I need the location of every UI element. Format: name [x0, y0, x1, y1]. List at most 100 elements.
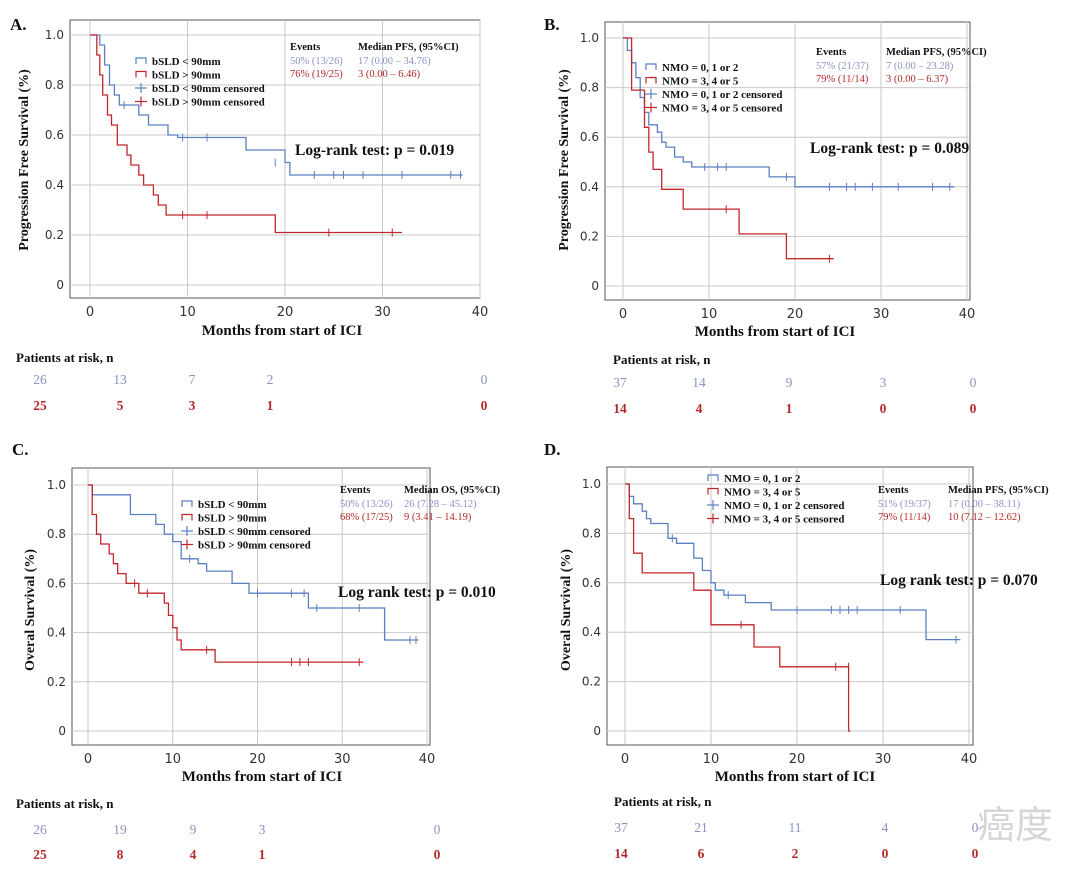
risk-count: 14: [613, 401, 627, 416]
median-value: 17 (0.00 – 38.11): [948, 499, 1021, 510]
risk-count: 3: [880, 375, 887, 390]
risk-count: 0: [882, 846, 889, 861]
risk-count: 26: [33, 372, 47, 387]
legend-swatch: [135, 70, 147, 78]
x-tick-label: 40: [472, 305, 489, 320]
risk-count: 0: [434, 822, 441, 837]
legend-swatch: [135, 57, 147, 64]
events-value: 79% (11/14): [878, 512, 931, 523]
panel-label: D.: [544, 440, 561, 459]
median-header: Median PFS, (95%CI): [948, 485, 1049, 496]
legend-swatch: [181, 513, 193, 521]
risk-count: 6: [698, 846, 705, 861]
x-tick-label: 30: [374, 305, 391, 320]
median-header: Median OS, (95%CI): [404, 485, 500, 496]
legend-entry: NMO = 3, 4 or 5 censored: [724, 514, 844, 526]
x-axis-label: Months from start of ICI: [695, 324, 856, 340]
y-tick-label: 0.4: [47, 626, 66, 640]
y-tick-label: 0.6: [582, 576, 601, 590]
x-axis-label: Months from start of ICI: [715, 769, 876, 785]
events-value: 57% (21/37): [816, 61, 869, 72]
risk-count: 11: [789, 820, 802, 835]
median-value: 17 (0.00 – 34.76): [358, 56, 431, 67]
risk-count: 3: [259, 822, 266, 837]
events-value: 68% (17/25): [340, 512, 393, 523]
risk-count: 9: [190, 822, 197, 837]
x-tick-label: 20: [249, 752, 266, 767]
events-header: Events: [878, 485, 908, 496]
risk-count: 25: [33, 398, 47, 413]
median-value: 9 (3.41 – 14.19): [404, 512, 472, 523]
y-tick-label: 1.0: [45, 28, 64, 42]
risk-table-title: Patients at risk, n: [613, 352, 711, 367]
events-header: Events: [340, 485, 370, 496]
series-line-1: [90, 34, 463, 176]
risk-count: 1: [786, 401, 793, 416]
risk-count: 7: [189, 372, 196, 387]
watermark: 癌度: [977, 803, 1053, 847]
risk-count: 1: [267, 398, 274, 413]
y-tick-label: 1.0: [47, 478, 66, 492]
risk-count: 37: [614, 820, 628, 835]
median-value: 3 (0.00 – 6.37): [886, 74, 949, 85]
x-tick-label: 30: [334, 752, 351, 767]
y-tick-label: 0: [593, 724, 601, 738]
x-tick-label: 0: [84, 752, 92, 767]
x-tick-label: 0: [86, 305, 94, 320]
y-tick-label: 1.0: [580, 31, 599, 45]
risk-count: 37: [613, 375, 627, 390]
legend-entry: bSLD < 90mm censored: [152, 83, 265, 95]
events-value: 50% (13/26): [290, 56, 343, 67]
events-value: 51% (19/37): [878, 499, 931, 510]
series-line-2: [623, 37, 834, 260]
risk-count: 0: [481, 372, 488, 387]
legend-swatch: [707, 487, 719, 495]
x-tick-label: 40: [961, 752, 978, 767]
series-line-2: [90, 34, 402, 234]
x-tick-label: 30: [873, 307, 890, 322]
y-axis-label: Overal Survival (%): [23, 549, 38, 671]
legend-entry: bSLD > 90mm: [198, 513, 267, 525]
risk-table-title: Patients at risk, n: [614, 794, 712, 809]
logrank-annotation: Log-rank test: p = 0.019: [295, 142, 454, 159]
legend-swatch: [645, 76, 657, 84]
legend-swatch: [645, 63, 657, 70]
x-tick-label: 10: [701, 307, 718, 322]
y-tick-label: 0: [56, 278, 64, 292]
x-tick-label: 40: [419, 752, 436, 767]
legend-swatch: [181, 500, 193, 507]
risk-count: 3: [189, 398, 196, 413]
y-tick-label: 0.6: [580, 130, 599, 144]
legend-entry: bSLD > 90mm censored: [152, 97, 265, 109]
risk-count: 9: [786, 375, 793, 390]
legend-entry: bSLD < 90mm: [198, 499, 267, 511]
legend-entry: bSLD > 90mm censored: [198, 540, 311, 552]
x-tick-label: 0: [621, 752, 629, 767]
y-tick-label: 0.4: [45, 178, 64, 192]
plot-frame: [606, 466, 974, 746]
x-tick-label: 20: [277, 305, 294, 320]
median-value: 10 (7.12 – 12.62): [948, 512, 1021, 523]
risk-count: 0: [970, 375, 977, 390]
panel-label: B.: [544, 15, 560, 34]
events-value: 76% (19/25): [290, 69, 343, 80]
logrank-annotation: Log rank test: p = 0.070: [880, 572, 1038, 589]
y-tick-label: 0.8: [47, 527, 66, 541]
risk-count: 13: [113, 372, 127, 387]
y-tick-label: 0: [58, 724, 66, 738]
risk-count: 0: [970, 401, 977, 416]
y-tick-label: 0.2: [582, 675, 601, 689]
y-tick-label: 0.4: [580, 180, 599, 194]
risk-count: 19: [113, 822, 127, 837]
y-tick-label: 0.4: [582, 625, 601, 639]
risk-count: 1: [259, 847, 266, 862]
legend-swatch: [707, 474, 719, 481]
risk-count: 21: [694, 820, 708, 835]
risk-count: 0: [481, 398, 488, 413]
risk-count: 25: [33, 847, 47, 862]
risk-count: 26: [33, 822, 47, 837]
